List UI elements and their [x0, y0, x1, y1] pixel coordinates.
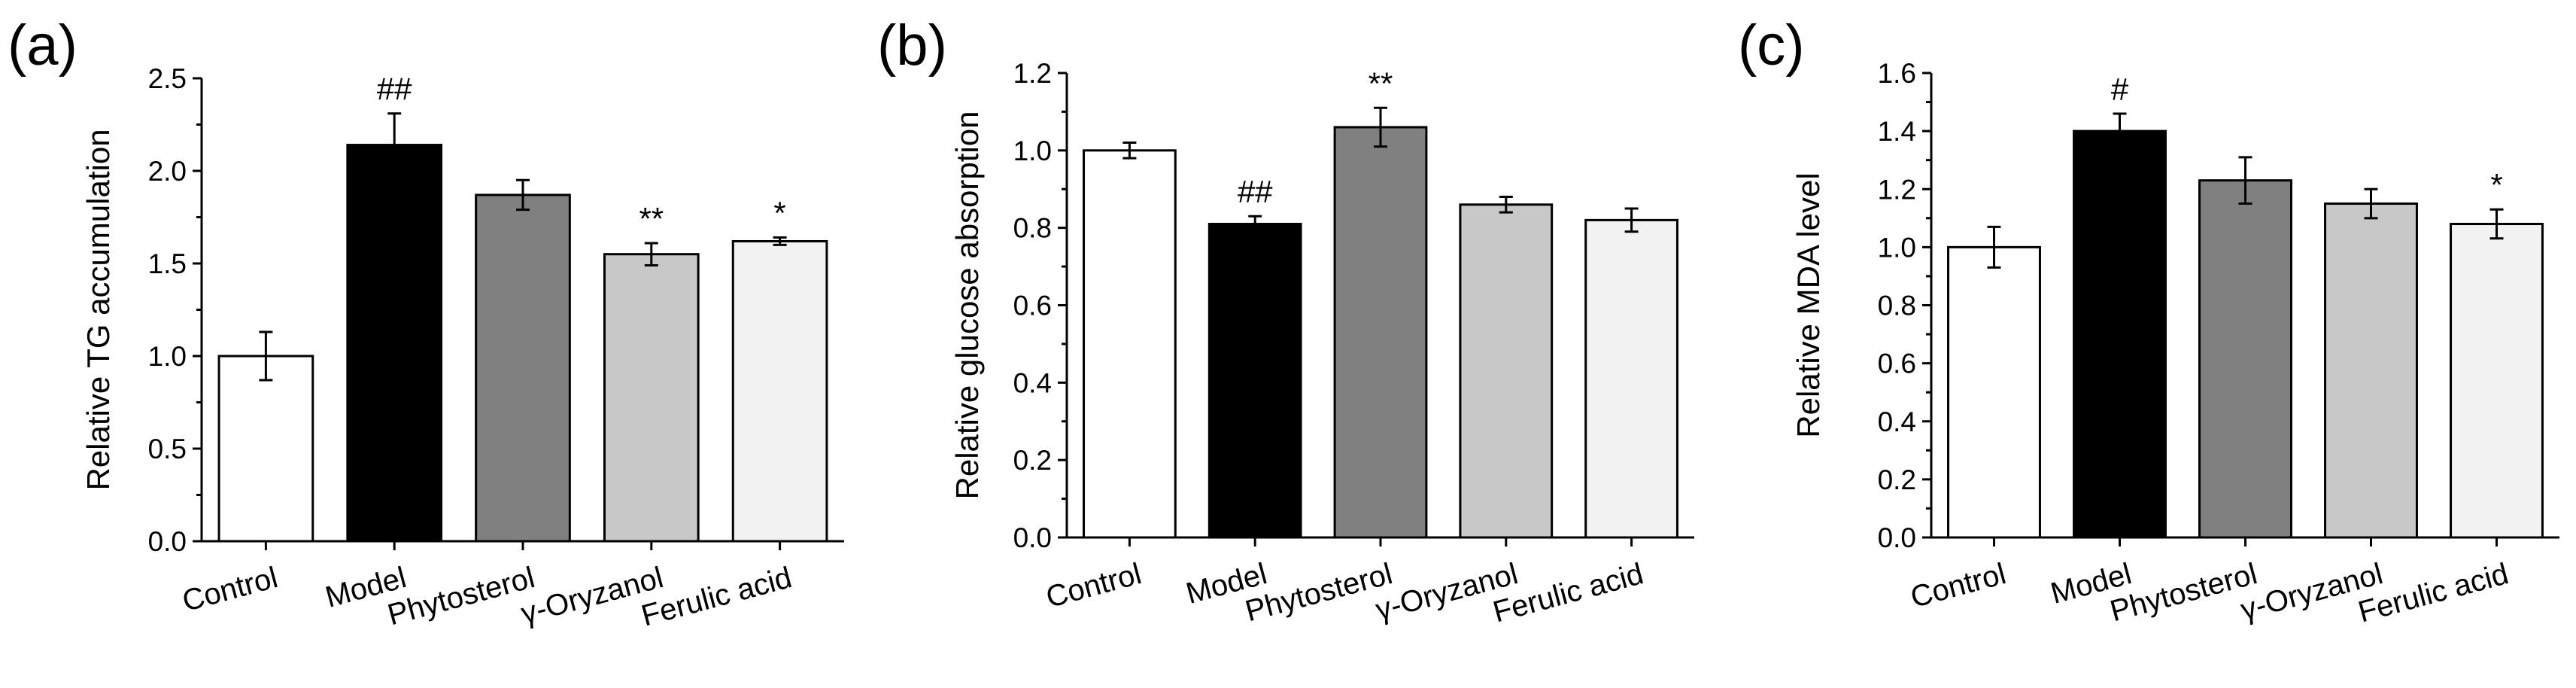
chart-panel-2: (c) Relative MDA level 0.0 0.2 0.4 0.6 0.8 1.0 1…	[1738, 14, 2559, 629]
bar	[1584, 218, 1678, 539]
x-tick-label: Control	[179, 561, 281, 618]
y-tick-label: 0.4	[1878, 406, 1916, 437]
significance-label: *	[773, 196, 785, 231]
x-tick-label: Control	[1043, 557, 1145, 614]
significance-label: **	[1368, 65, 1393, 101]
chart-panel-1: (b)Relative glucose absorption 0.0 0.2 0.4 0…	[877, 14, 1694, 629]
bar	[1333, 126, 1428, 539]
significance-label: ##	[377, 72, 412, 107]
bar	[2198, 179, 2292, 539]
y-tick-label: 0.2	[1878, 464, 1916, 495]
x-tick-label: Ferulic acid	[638, 561, 795, 632]
y-tick-label: 0.0	[148, 526, 187, 557]
panel-label: (b)	[877, 14, 947, 78]
y-tick-label: 1.6	[1878, 58, 1916, 89]
x-tick-label: Phytosterol	[2107, 557, 2261, 628]
bar	[346, 144, 443, 543]
y-axis-title: Relative TG accumulation	[80, 129, 116, 490]
y-tick-label: 0.4	[1013, 367, 1052, 398]
y-tick-label: 0.0	[1878, 522, 1916, 553]
y-tick-label: 1.2	[1013, 58, 1052, 89]
chart-panel-0: (a) Relative TG accumulation 0.0 0.5 1.0 1.5 2…	[8, 14, 844, 633]
panel-label: (a)	[8, 14, 77, 78]
bar	[2450, 223, 2544, 539]
y-tick-label: 1.0	[148, 341, 187, 372]
y-tick-label: 0.8	[1878, 291, 1916, 321]
bar	[1947, 245, 2041, 539]
significance-label: ##	[1238, 174, 1273, 209]
y-tick-label: 2.5	[148, 63, 187, 94]
bar	[1208, 223, 1302, 539]
y-tick-label: 1.4	[1878, 116, 1916, 147]
bar	[2073, 129, 2167, 539]
y-tick-label: 1.0	[1013, 135, 1052, 166]
y-axis-title: Relative glucose absorption	[949, 111, 985, 500]
y-tick-label: 1.0	[1878, 232, 1916, 263]
x-tick-label: Phytosterol	[384, 561, 539, 632]
bar	[1459, 203, 1554, 539]
y-tick-label: 0.8	[1013, 213, 1052, 244]
x-tick-label: Control	[1907, 557, 2009, 614]
x-tick-label: Phytosterol	[1242, 557, 1396, 628]
y-tick-label: 0.6	[1013, 291, 1052, 321]
y-tick-label: 1.5	[148, 248, 187, 279]
bar	[1083, 149, 1177, 539]
panel-label: (c)	[1738, 14, 1805, 78]
significance-label: **	[639, 201, 664, 236]
significance-label: #	[2111, 72, 2129, 107]
y-tick-label: 2.0	[148, 156, 187, 187]
bar	[2324, 202, 2418, 539]
significance-label: *	[2490, 167, 2502, 202]
y-tick-label: 0.5	[148, 434, 187, 464]
y-tick-label: 0.2	[1013, 445, 1052, 476]
bar	[475, 193, 571, 543]
y-tick-label: 1.2	[1878, 174, 1916, 205]
y-tick-label: 0.6	[1878, 349, 1916, 379]
y-axis-title: Relative MDA level	[1791, 172, 1826, 437]
bar	[731, 239, 828, 543]
bar	[217, 355, 314, 543]
bar	[603, 253, 700, 543]
y-tick-label: 0.0	[1013, 522, 1052, 553]
